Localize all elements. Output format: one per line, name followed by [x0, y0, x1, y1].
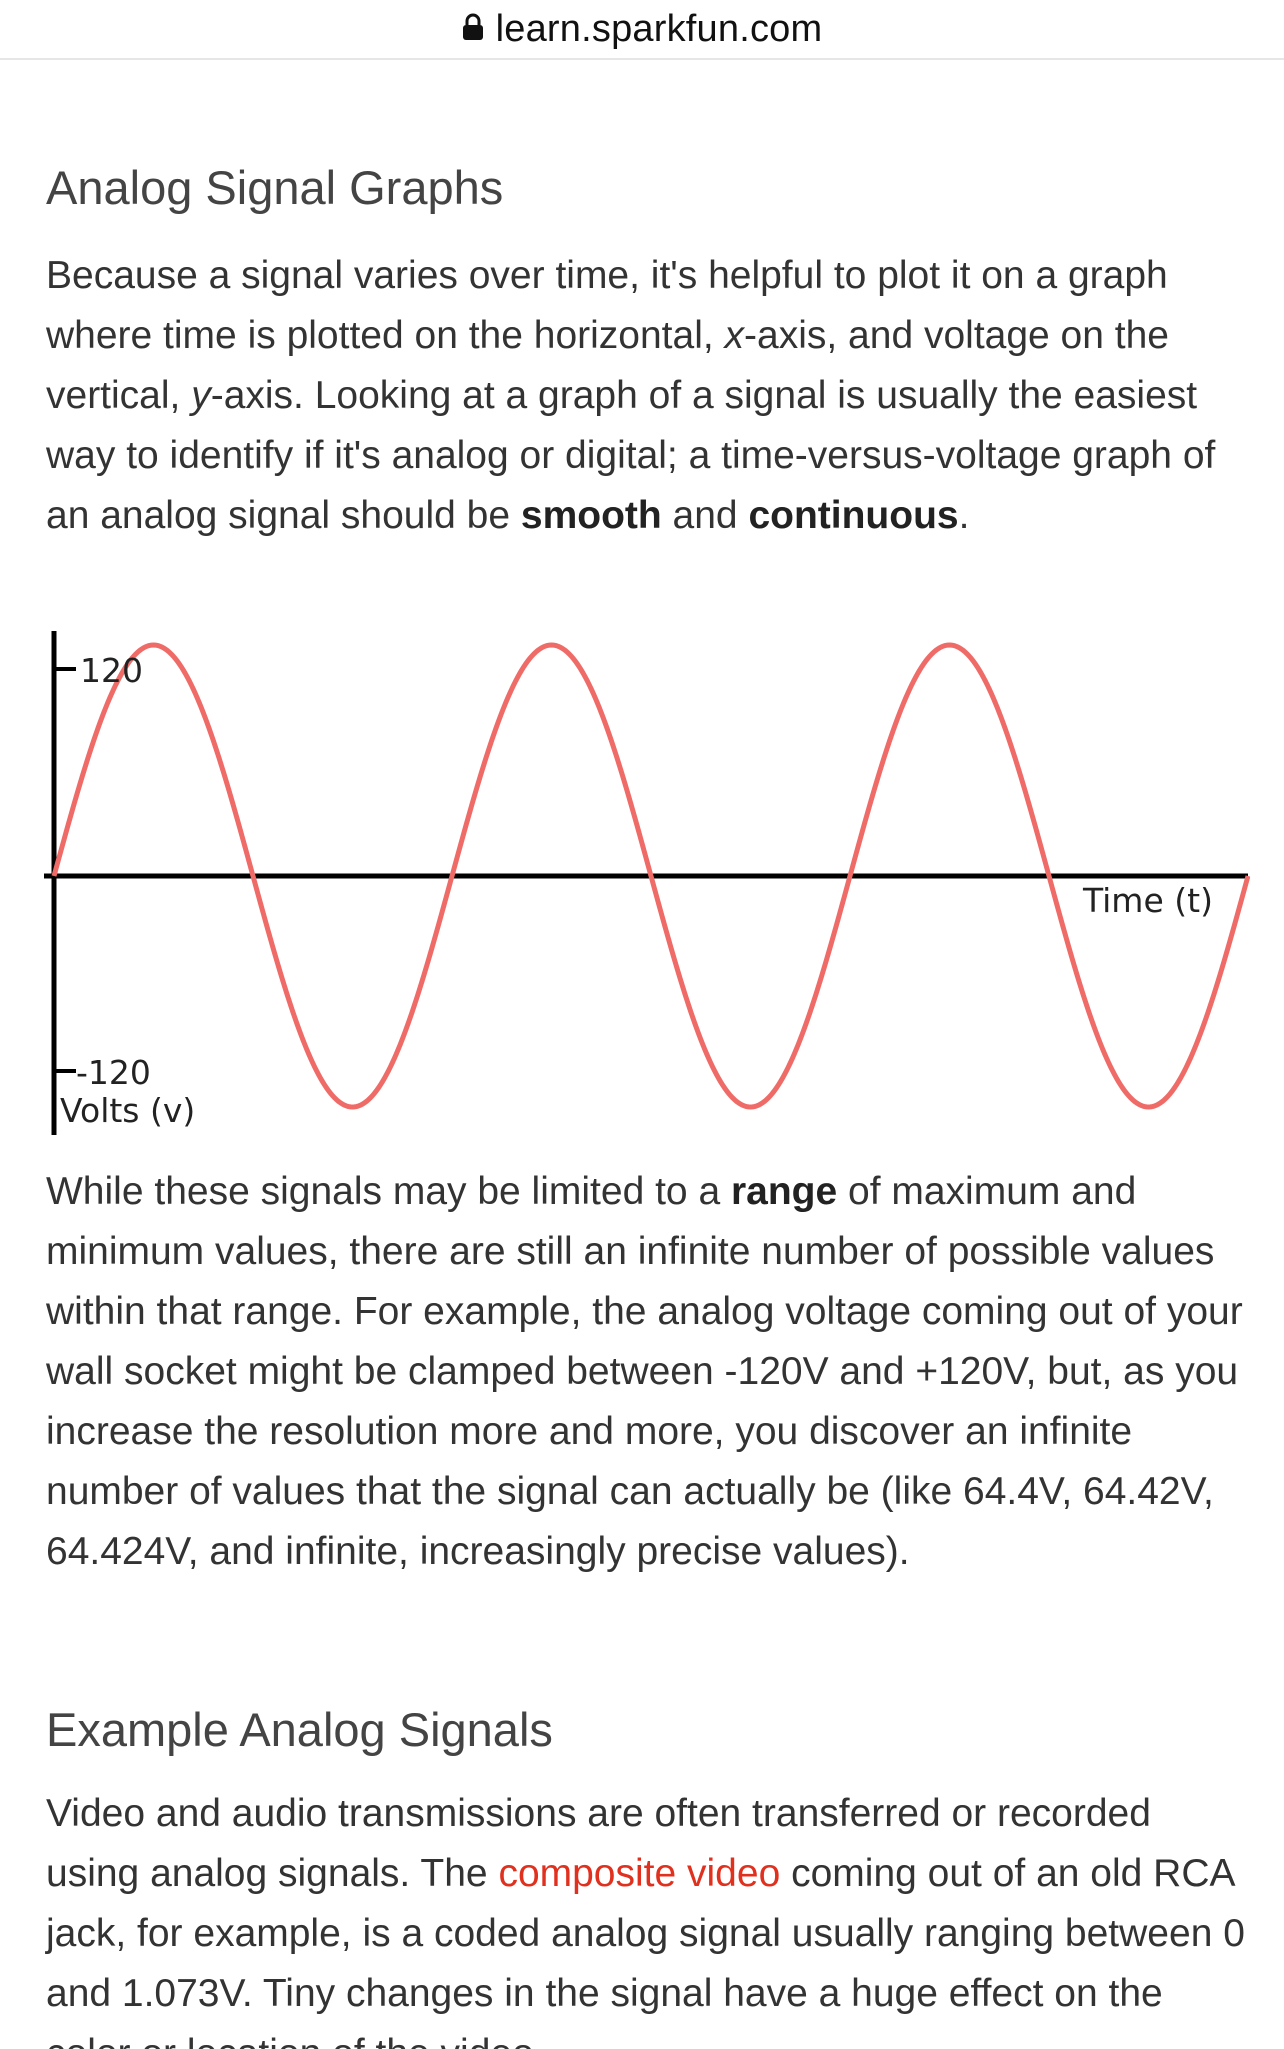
sine-wave-chart: 120 -120 Volts (v) Time (t)	[44, 631, 1251, 1135]
text: Because a signal varies over time, it's …	[46, 254, 1168, 357]
lock-icon	[462, 13, 484, 41]
text: While these signals may be limited to a	[46, 1170, 731, 1213]
text: -axis. Looking at a graph of a signal is…	[46, 374, 1216, 537]
bold-range: range	[730, 1170, 838, 1213]
y-tick-label-min: -120	[76, 1053, 151, 1092]
text: Video and audio transmissions are often …	[46, 1792, 1151, 1895]
y-axis-label: Volts (v)	[60, 1091, 195, 1130]
text: .	[958, 494, 970, 537]
signal-line	[51, 642, 1251, 1110]
composite-video-link[interactable]: composite video	[498, 1852, 781, 1895]
bold-continuous: continuous	[748, 494, 959, 537]
text: and	[661, 494, 749, 537]
y-tick-label-max: 120	[80, 651, 143, 690]
address-bar[interactable]: learn.sparkfun.com	[0, 0, 1284, 60]
text: coming out of an old RCA jack, for examp…	[46, 1852, 1245, 2049]
site-domain: learn.sparkfun.com	[495, 7, 823, 50]
x-italic: x	[724, 314, 745, 357]
bold-smooth: smooth	[520, 494, 662, 537]
text: -axis, and voltage on the vertical,	[46, 314, 1169, 417]
range-paragraph: While these signals may be limited to a …	[46, 1162, 1246, 1582]
section-heading-analog-signal-graphs: Analog Signal Graphs	[46, 161, 504, 214]
x-axis-label: Time (t)	[1082, 881, 1213, 920]
analog-signal-chart: 120 -120 Volts (v) Time (t)	[40, 625, 1251, 1145]
example-paragraph: Video and audio transmissions are often …	[46, 1784, 1246, 2049]
intro-paragraph: Because a signal varies over time, it's …	[46, 246, 1246, 546]
section-heading-example-analog-signals: Example Analog Signals	[46, 1703, 553, 1756]
text: of maximum and minimum values, there are…	[46, 1170, 1243, 1573]
y-italic: y	[191, 374, 211, 417]
